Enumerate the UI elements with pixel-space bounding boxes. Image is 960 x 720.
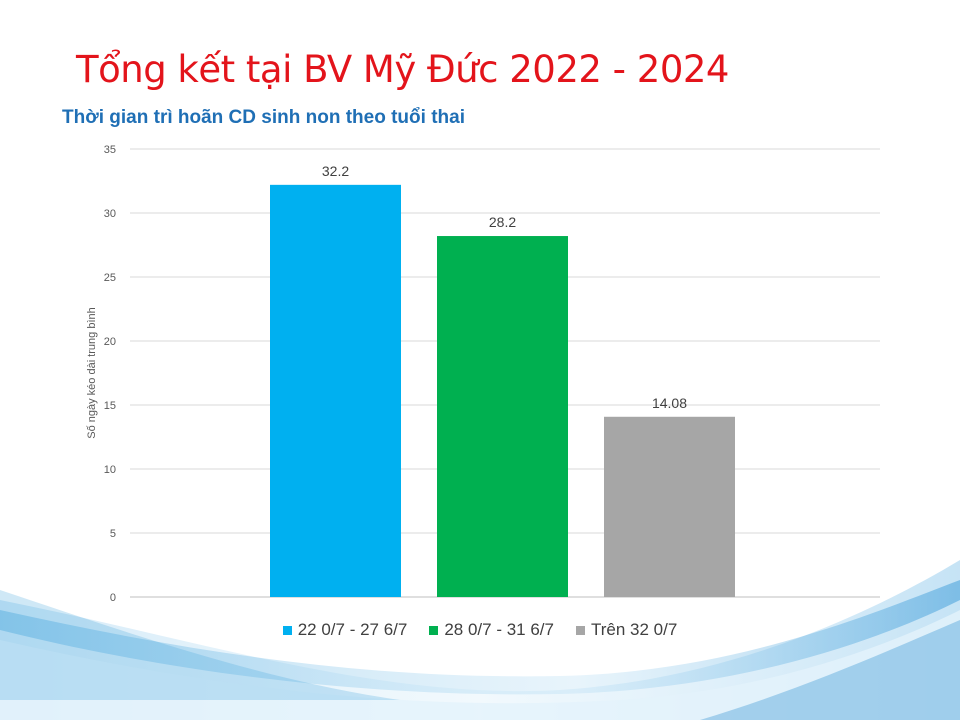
data-label: 32.2 [322, 163, 349, 179]
legend-swatch [575, 625, 585, 635]
y-axis-label: Số ngày kéo dài trung bình [86, 307, 98, 438]
y-tick-label: 20 [104, 336, 116, 348]
slide-title: Tổng kết tại BV Mỹ Đức 2022 - 2024 [76, 48, 729, 91]
data-label: 14.08 [652, 395, 687, 411]
y-tick-label: 5 [110, 528, 116, 540]
chart-subtitle: Thời gian trì hoãn CD sinh non theo tuổi… [62, 107, 465, 128]
data-labels: 32.2 28.2 14.08 [322, 163, 687, 411]
bar [437, 236, 568, 598]
y-tick-label: 10 [104, 464, 116, 476]
y-tick-label: 35 [104, 144, 116, 156]
y-tick-label: 15 [104, 400, 116, 412]
legend-item: Trên 32 0/7 [575, 620, 678, 640]
bar [270, 184, 401, 597]
legend-item: 28 0/7 - 31 6/7 [429, 620, 554, 640]
y-tick-label: 0 [110, 592, 116, 604]
y-tick-label: 25 [104, 272, 116, 284]
bars [270, 184, 735, 598]
bar [604, 416, 735, 597]
legend-label: 28 0/7 - 31 6/7 [444, 620, 554, 639]
y-axis-tick-labels: 0 5 10 15 20 25 30 35 [104, 144, 116, 604]
legend-item: 22 0/7 - 27 6/7 [282, 620, 408, 640]
data-label: 28.2 [489, 214, 516, 230]
legend-swatch [282, 625, 292, 635]
legend-label: Trên 32 0/7 [590, 620, 678, 639]
legend-label: 22 0/7 - 27 6/7 [297, 620, 408, 639]
chart-legend: 22 0/7 - 27 6/7 28 0/7 - 31 6/7 Trên 32 0/… [0, 620, 960, 640]
y-tick-label: 30 [104, 208, 116, 220]
legend-swatch [429, 625, 439, 635]
